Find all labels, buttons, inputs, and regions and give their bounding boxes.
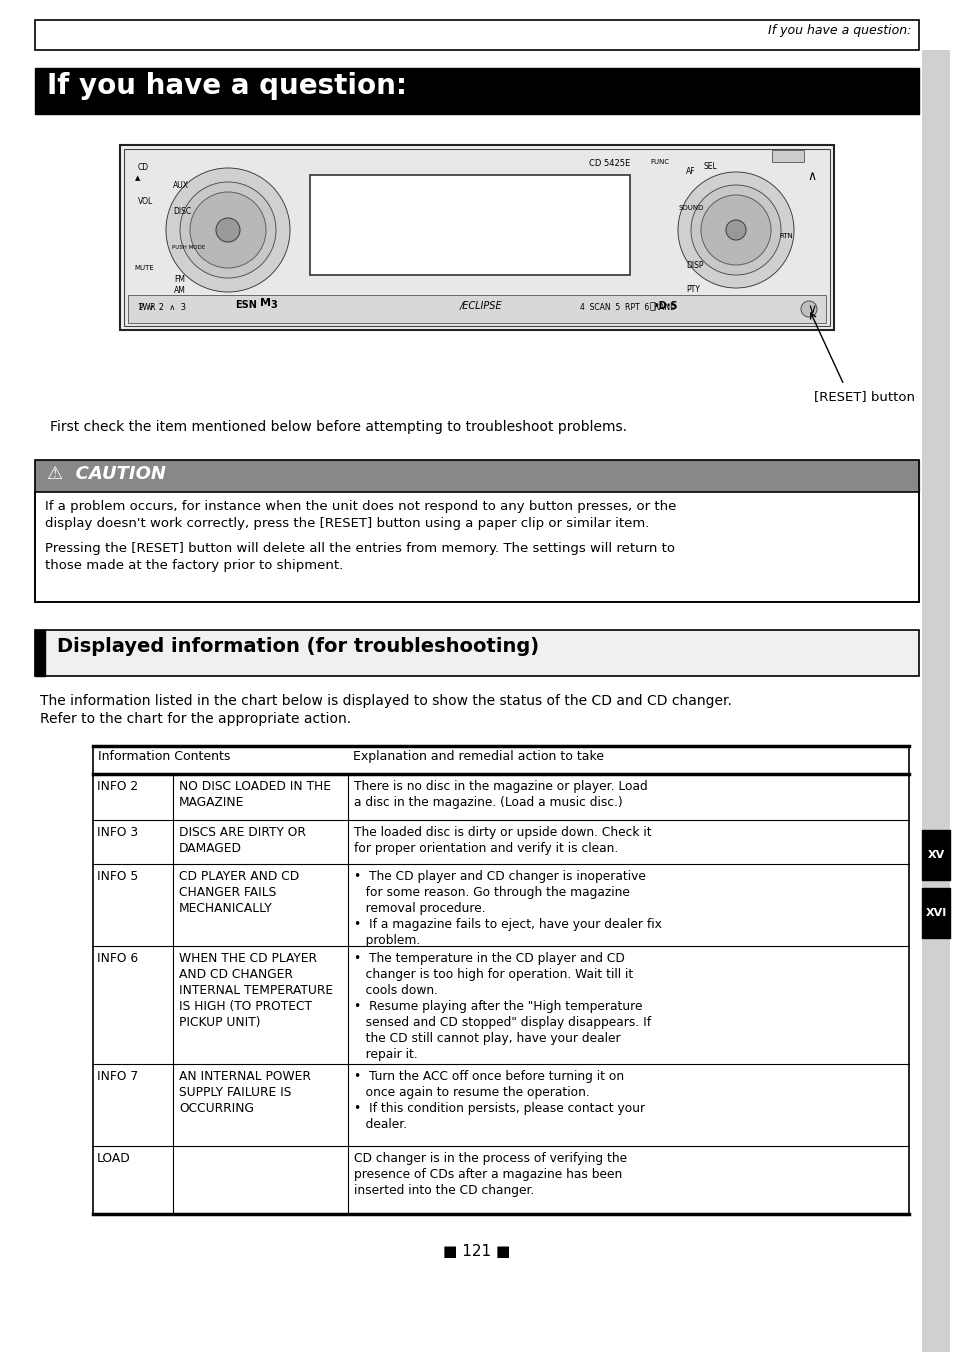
Text: Ⓡ·D·S: Ⓡ·D·S — [649, 300, 678, 310]
Text: First check the item mentioned below before attempting to troubleshoot problems.: First check the item mentioned below bef… — [50, 420, 626, 434]
Text: ▲: ▲ — [135, 174, 140, 181]
Text: AF: AF — [685, 168, 695, 176]
Bar — [35, 68, 918, 114]
Text: ⚠  CAUTION: ⚠ CAUTION — [47, 465, 166, 483]
Bar — [120, 145, 833, 330]
Bar — [124, 149, 829, 326]
Text: 3: 3 — [270, 300, 276, 310]
Bar — [128, 295, 825, 323]
Text: WHEN THE CD PLAYER
AND CD CHANGER
INTERNAL TEMPERATURE
IS HIGH (TO PROTECT
PICKU: WHEN THE CD PLAYER AND CD CHANGER INTERN… — [179, 952, 333, 1029]
Text: PWR: PWR — [138, 303, 155, 312]
Bar — [310, 174, 629, 274]
Circle shape — [215, 218, 240, 242]
Bar — [35, 630, 45, 676]
Bar — [35, 20, 918, 50]
Bar — [35, 630, 918, 676]
Text: DISC: DISC — [172, 207, 191, 216]
Text: If a problem occurs, for instance when the unit does not respond to any button p: If a problem occurs, for instance when t… — [45, 500, 676, 512]
Text: INFO 3: INFO 3 — [97, 826, 138, 840]
Text: AUX: AUX — [172, 181, 189, 191]
Text: NO DISC LOADED IN THE
MAGAZINE: NO DISC LOADED IN THE MAGAZINE — [179, 780, 331, 808]
Text: The information listed in the chart below is displayed to show the status of the: The information listed in the chart belo… — [40, 694, 731, 708]
Text: PUSH MODE: PUSH MODE — [172, 245, 205, 250]
Text: XV: XV — [926, 850, 943, 860]
Text: Refer to the chart for the appropriate action.: Refer to the chart for the appropriate a… — [40, 713, 351, 726]
Text: ESN: ESN — [234, 300, 256, 310]
Bar — [35, 460, 918, 602]
Text: PTY: PTY — [685, 285, 700, 293]
Circle shape — [166, 168, 290, 292]
Text: If you have a question:: If you have a question: — [767, 24, 910, 37]
Text: Explanation and remedial action to take: Explanation and remedial action to take — [353, 750, 603, 763]
Text: •  The temperature in the CD player and CD
   changer is too high for operation.: • The temperature in the CD player and C… — [354, 952, 651, 1061]
Text: MUTE: MUTE — [133, 265, 153, 270]
Text: FM
AM: FM AM — [173, 274, 186, 295]
Bar — [35, 492, 918, 602]
Text: 1  v  2  ∧  3: 1 v 2 ∧ 3 — [138, 303, 186, 312]
Text: Pressing the [RESET] button will delete all the entries from memory. The setting: Pressing the [RESET] button will delete … — [45, 542, 675, 556]
Text: •  Turn the ACC off once before turning it on
   once again to resume the operat: • Turn the ACC off once before turning i… — [354, 1069, 644, 1132]
Text: SOUND: SOUND — [679, 206, 703, 211]
Circle shape — [690, 185, 781, 274]
Text: There is no disc in the magazine or player. Load
a disc in the magazine. (Load a: There is no disc in the magazine or play… — [354, 780, 647, 808]
Text: VOL: VOL — [138, 197, 153, 206]
Text: INFO 6: INFO 6 — [97, 952, 138, 965]
Text: CD: CD — [138, 164, 149, 172]
Text: SEL: SEL — [703, 162, 717, 170]
Text: Displayed information (for troubleshooting): Displayed information (for troubleshooti… — [57, 637, 538, 656]
Text: The loaded disc is dirty or upside down. Check it
for proper orientation and ver: The loaded disc is dirty or upside down.… — [354, 826, 651, 854]
Text: ∨: ∨ — [806, 303, 816, 316]
Circle shape — [700, 195, 770, 265]
Text: INFO 5: INFO 5 — [97, 869, 138, 883]
Circle shape — [180, 183, 275, 279]
Text: INFO 7: INFO 7 — [97, 1069, 138, 1083]
Circle shape — [678, 172, 793, 288]
Bar — [921, 830, 949, 880]
Circle shape — [725, 220, 745, 241]
Text: CD changer is in the process of verifying the
presence of CDs after a magazine h: CD changer is in the process of verifyin… — [354, 1152, 626, 1197]
Text: CD PLAYER AND CD
CHANGER FAILS
MECHANICALLY: CD PLAYER AND CD CHANGER FAILS MECHANICA… — [179, 869, 299, 915]
Text: RTN: RTN — [779, 233, 792, 239]
Text: DISP: DISP — [685, 261, 702, 270]
Text: 4  SCAN  5  RPT  6  RAND: 4 SCAN 5 RPT 6 RAND — [579, 303, 676, 312]
Text: If you have a question:: If you have a question: — [47, 72, 407, 100]
Text: display doesn't work correctly, press the [RESET] button using a paper clip or s: display doesn't work correctly, press th… — [45, 516, 649, 530]
Text: DISCS ARE DIRTY OR
DAMAGED: DISCS ARE DIRTY OR DAMAGED — [179, 826, 306, 854]
Text: •  The CD player and CD changer is inoperative
   for some reason. Go through th: • The CD player and CD changer is inoper… — [354, 869, 661, 946]
Circle shape — [801, 301, 816, 316]
Bar — [35, 460, 918, 492]
Text: ■ 121 ■: ■ 121 ■ — [443, 1244, 510, 1259]
Bar — [771, 150, 803, 162]
Text: M: M — [260, 297, 271, 308]
Text: INFO 2: INFO 2 — [97, 780, 138, 794]
Text: FUNC: FUNC — [650, 160, 669, 165]
Text: [RESET] button: [RESET] button — [813, 389, 914, 403]
Circle shape — [190, 192, 266, 268]
Text: LOAD: LOAD — [97, 1152, 131, 1165]
Text: XVI: XVI — [924, 909, 945, 918]
Text: those made at the factory prior to shipment.: those made at the factory prior to shipm… — [45, 558, 343, 572]
Text: ∕ECLIPSE: ∕ECLIPSE — [459, 300, 502, 310]
Bar — [921, 50, 949, 1352]
Text: Information Contents: Information Contents — [98, 750, 230, 763]
Text: AN INTERNAL POWER
SUPPLY FAILURE IS
OCCURRING: AN INTERNAL POWER SUPPLY FAILURE IS OCCU… — [179, 1069, 311, 1115]
Text: ∧: ∧ — [806, 170, 816, 183]
Text: CD 5425E: CD 5425E — [589, 160, 630, 168]
Bar — [921, 888, 949, 938]
